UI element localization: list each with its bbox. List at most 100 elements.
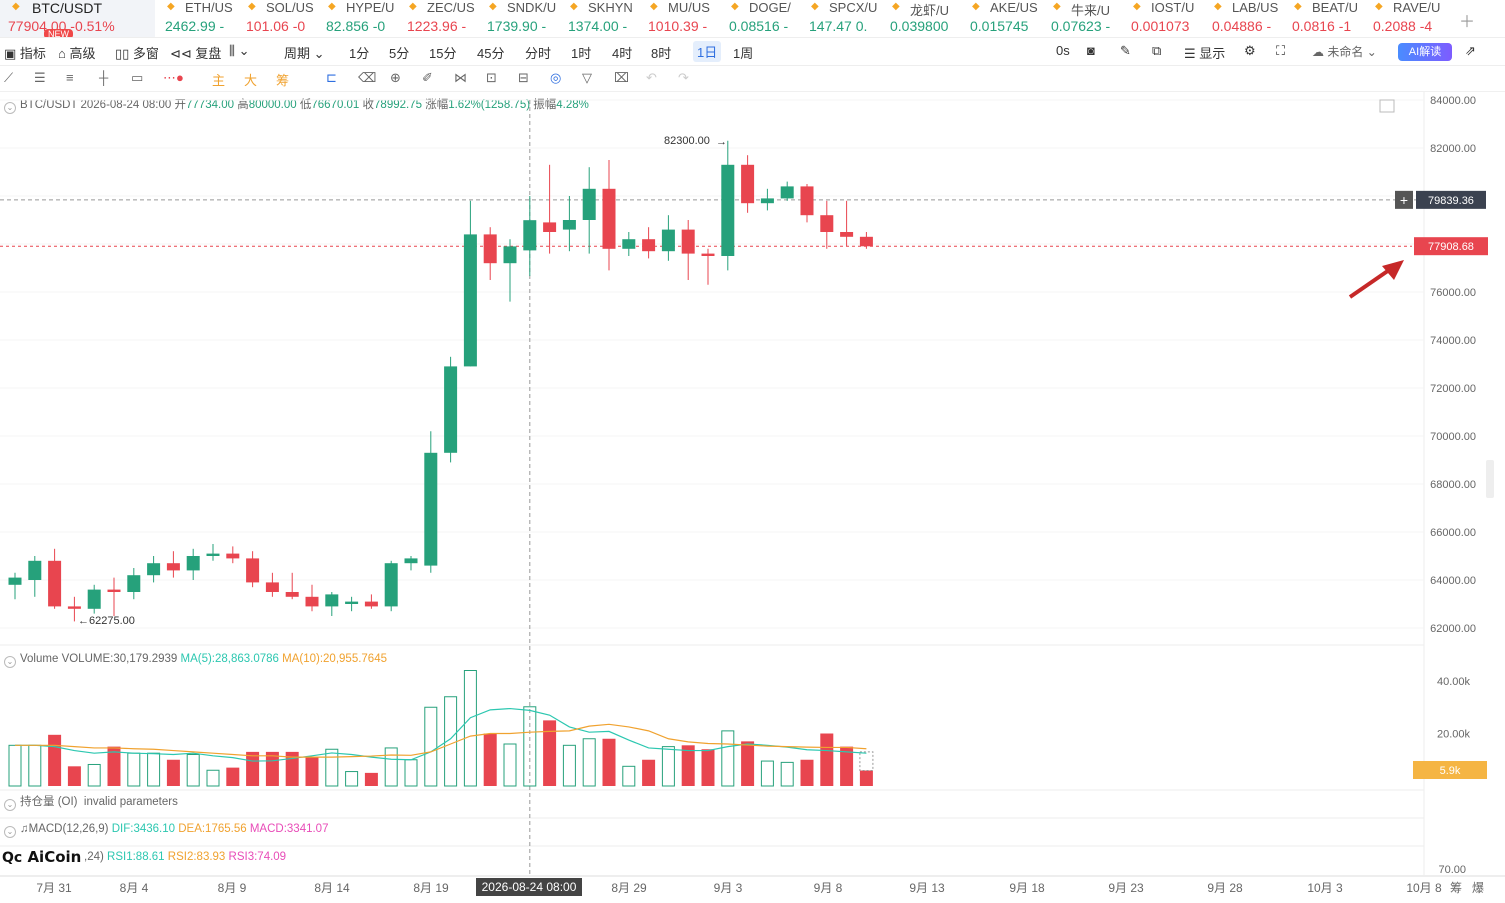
collapse-icon[interactable]: ⌄ — [4, 656, 16, 668]
footer-chip-label[interactable]: 筹 — [1450, 881, 1462, 895]
pen-icon[interactable]: ✐ — [422, 70, 433, 85]
candle-body[interactable] — [800, 186, 814, 216]
favorite-icon[interactable]: ◆ — [328, 1, 336, 12]
favorite-icon[interactable]: ◆ — [1294, 1, 1302, 12]
link-icon[interactable]: ⋈ — [454, 70, 467, 85]
candle-body[interactable] — [523, 220, 537, 251]
layout-dropdown[interactable]: ☁ 未命名 ⌄ — [1312, 45, 1377, 59]
dot-line-icon[interactable]: ⋯● — [163, 70, 184, 85]
candle-body[interactable] — [681, 229, 695, 254]
candle-body[interactable] — [483, 234, 497, 264]
camera-icon[interactable]: ◙ — [1087, 43, 1095, 58]
favorite-icon[interactable]: ◆ — [1214, 1, 1222, 12]
candle-body[interactable] — [562, 220, 576, 230]
main-chart-button[interactable]: 主 — [212, 73, 226, 88]
ticker-tab[interactable]: ◆ BEAT/U 0.0816 -1 — [1284, 0, 1362, 37]
pencil-icon[interactable]: ✎ — [1120, 43, 1131, 58]
candle-body[interactable] — [364, 601, 378, 607]
candle-body[interactable] — [721, 164, 735, 256]
advanced-button[interactable]: ⌂ 高级 — [58, 46, 96, 61]
fullscreen-icon[interactable]: ⛶ — [1276, 43, 1286, 58]
candle-body[interactable] — [424, 452, 438, 566]
export-icon[interactable]: ⇗ — [1465, 43, 1476, 58]
candle-body[interactable] — [780, 186, 794, 199]
candle-body[interactable] — [87, 589, 101, 609]
candle-body[interactable] — [166, 563, 180, 571]
favorite-icon[interactable]: ◆ — [489, 1, 497, 12]
ticker-tab[interactable]: ◆ AKE/US 0.015745 — [962, 0, 1040, 37]
favorite-icon[interactable]: ◆ — [1053, 1, 1061, 12]
favorite-icon[interactable]: ◆ — [1375, 1, 1383, 12]
line-tool-icon[interactable]: ⟋ — [4, 70, 14, 85]
share-icon[interactable]: ⧉ — [1152, 43, 1162, 58]
candle-body[interactable] — [127, 575, 141, 592]
display-button[interactable]: ☰ 显示 — [1184, 46, 1226, 61]
ticker-tab[interactable]: ◆ 牛来/U 0.07623 - — [1043, 0, 1121, 37]
horizontal-lines-icon[interactable]: ☰ — [34, 70, 46, 85]
trash-icon[interactable]: ⌧ — [614, 70, 629, 85]
favorite-icon[interactable]: ◆ — [248, 1, 256, 12]
big-order-button[interactable]: 大 — [244, 73, 258, 88]
ai-interpret-button[interactable]: AI解读 — [1398, 43, 1452, 61]
rectangle-icon[interactable]: ▭ — [131, 70, 144, 85]
ticker-tab[interactable]: ◆ LAB/US 0.04886 - — [1204, 0, 1282, 37]
candle-body[interactable] — [582, 188, 596, 220]
ticker-tab[interactable]: ◆ MU/US 1010.39 - — [640, 0, 718, 37]
ticker-tab[interactable]: ◆ SPCX/U 147.47 0. — [801, 0, 879, 37]
candle-body[interactable] — [206, 553, 220, 556]
period-button[interactable]: 15分 — [429, 46, 457, 61]
favorite-icon[interactable]: ◆ — [731, 1, 739, 12]
ticker-tab[interactable]: ◆ BTC/USDT 77904.00 -0.51% NEW — [0, 0, 155, 37]
add-tab-icon[interactable]: ＋ — [1458, 14, 1475, 31]
candle-body[interactable] — [28, 560, 42, 580]
candle-body[interactable] — [345, 601, 359, 604]
ticker-tab[interactable]: ◆ ZEC/US 1223.96 - — [399, 0, 477, 37]
candle-body[interactable] — [840, 232, 854, 237]
candle-body[interactable] — [602, 188, 616, 249]
cross-line-icon[interactable]: ┼ — [99, 70, 109, 85]
ticker-tab[interactable]: ◆ IOST/U 0.001073 — [1123, 0, 1201, 37]
ticker-tab[interactable]: ◆ HYPE/U 82.856 -0 — [318, 0, 396, 37]
period-button[interactable]: 45分 — [477, 46, 505, 61]
candle-body[interactable] — [67, 606, 81, 609]
favorite-icon[interactable]: ◆ — [12, 1, 20, 12]
chart-type-button[interactable]: ⫼ ⌄ — [229, 43, 250, 58]
favorite-icon[interactable]: ◆ — [811, 1, 819, 12]
period-button[interactable]: 1分 — [349, 46, 370, 61]
candle-body[interactable] — [503, 246, 517, 264]
favorite-icon[interactable]: ◆ — [650, 1, 658, 12]
candle-body[interactable] — [859, 236, 873, 247]
indicators-button[interactable]: ▣ 指标 — [4, 46, 46, 61]
candle-body[interactable] — [147, 563, 161, 576]
candle-body[interactable] — [8, 577, 22, 585]
candle-body[interactable] — [404, 558, 418, 564]
candle-body[interactable] — [642, 239, 656, 252]
crosshair-plus-button[interactable] — [1395, 190, 1413, 209]
candle-body[interactable] — [246, 558, 260, 583]
collapse-icon[interactable]: ⌄ — [4, 826, 16, 838]
period-button[interactable]: 1周 — [733, 46, 754, 61]
candle-body[interactable] — [444, 366, 458, 453]
candle-body[interactable] — [48, 560, 62, 607]
bookmark-icon[interactable]: ⊏ — [326, 70, 337, 85]
eraser-icon[interactable]: ⌫ — [358, 70, 377, 85]
kline-chart[interactable]: 84000.0082000.0080000.0078000.0076000.00… — [0, 92, 1505, 903]
candle-body[interactable] — [820, 215, 834, 232]
candle-body[interactable] — [325, 594, 339, 607]
candle-body[interactable] — [701, 253, 715, 256]
favorite-icon[interactable]: ◆ — [1133, 1, 1141, 12]
ticker-tab[interactable]: ◆ DOGE/0.08516 - — [721, 0, 799, 37]
candle-body[interactable] — [741, 164, 755, 204]
favorite-icon[interactable]: ◆ — [167, 1, 175, 12]
period-button[interactable]: 1时 — [571, 46, 592, 61]
magnet-icon[interactable]: ⊕ — [390, 70, 401, 85]
parallel-lines-icon[interactable]: ≡ — [66, 70, 74, 85]
period-button[interactable]: 分时 — [525, 46, 552, 61]
favorite-icon[interactable]: ◆ — [892, 1, 900, 12]
lock-icon[interactable]: ⊡ — [486, 70, 497, 85]
candle-body[interactable] — [622, 239, 636, 249]
period-button[interactable]: 5分 — [389, 46, 410, 61]
chip-button[interactable]: 筹 — [276, 73, 290, 88]
expand-icon[interactable] — [1379, 99, 1395, 113]
ticker-tab[interactable]: ◆ RAVE/U 0.2088 -4 — [1365, 0, 1443, 37]
